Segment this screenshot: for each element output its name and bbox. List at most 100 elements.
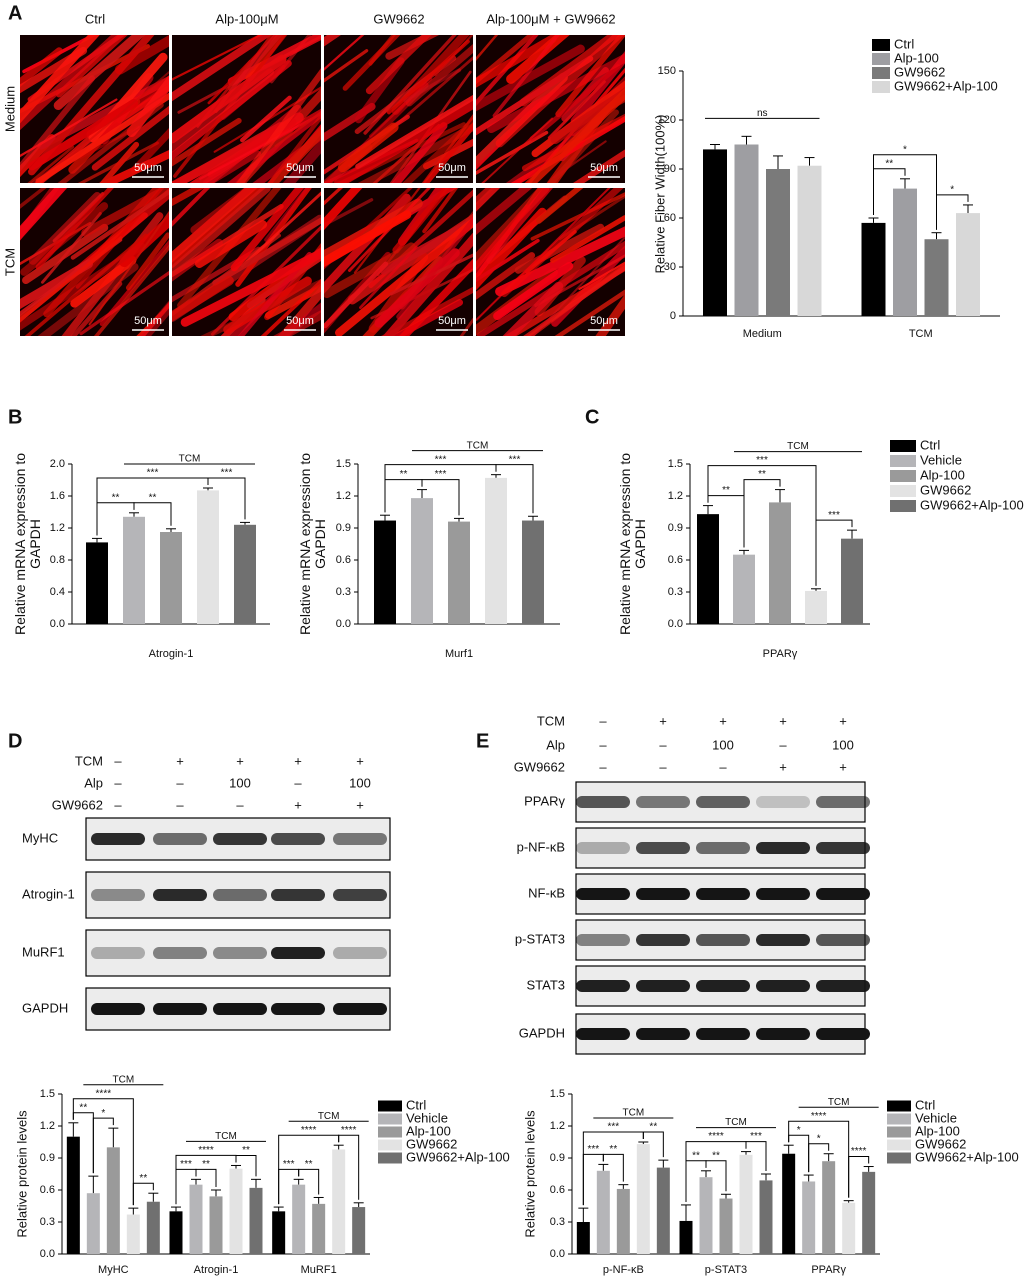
bar — [249, 1187, 263, 1254]
lane-sign: + — [294, 753, 302, 768]
significance-label: *** — [509, 454, 521, 465]
legend-swatch — [887, 1100, 911, 1112]
band-label: p-STAT3 — [515, 931, 565, 946]
fiber — [476, 188, 495, 205]
bar — [197, 490, 219, 624]
lane-sign: + — [236, 753, 244, 768]
band — [576, 980, 630, 992]
bar — [234, 524, 256, 624]
y-tick-label: 0.6 — [40, 1184, 55, 1196]
significance-label: *** — [147, 468, 159, 479]
fiber — [75, 188, 165, 289]
significance-label: * — [797, 1125, 801, 1136]
significance-label: ** — [149, 492, 157, 503]
significance-bracket — [235, 1154, 257, 1177]
lane-sign: + — [779, 759, 787, 774]
fiber — [20, 188, 68, 241]
fiber — [273, 309, 321, 336]
y-tick-label: 1.2 — [50, 522, 65, 534]
significance-label: ** — [79, 1102, 87, 1113]
significance-label: *** — [756, 455, 768, 466]
fiber — [79, 270, 169, 336]
significance-label: *** — [750, 1131, 762, 1142]
fiber — [125, 232, 169, 291]
band-label: Atrogin-1 — [22, 886, 75, 901]
fiber — [212, 217, 321, 286]
bar — [656, 1167, 670, 1254]
x-tick-label: p-NF-κB — [603, 1264, 644, 1276]
band — [696, 934, 750, 946]
significance-bracket — [745, 1141, 767, 1171]
band — [271, 947, 325, 959]
fiber — [264, 188, 310, 242]
band — [576, 888, 630, 900]
band — [696, 980, 750, 992]
fiber — [172, 35, 272, 102]
legend-swatch — [872, 81, 890, 93]
fiber — [20, 242, 146, 331]
significance-label: TCM — [787, 441, 809, 452]
bar — [636, 1144, 650, 1254]
legend-swatch — [378, 1126, 402, 1138]
fiber — [246, 254, 321, 309]
bar — [332, 1149, 346, 1254]
y-tick-label: 0.0 — [50, 618, 65, 630]
legend-label: GW9662+Alp-100 — [920, 497, 1024, 512]
band — [91, 1003, 145, 1015]
fiber — [130, 127, 169, 174]
fiber — [531, 235, 625, 336]
y-tick-label: 0.9 — [550, 1152, 565, 1164]
column-label: Alp-100μM + GW9662 — [486, 11, 615, 26]
lane-sign: – — [176, 797, 184, 812]
legend-label: Vehicle — [920, 452, 962, 467]
y-tick-label: 1.2 — [336, 490, 351, 502]
bar — [86, 542, 108, 624]
bar — [292, 1184, 306, 1254]
fiber — [139, 301, 169, 336]
fiber — [324, 49, 369, 83]
bar — [759, 1180, 773, 1254]
significance-label: ** — [242, 1145, 250, 1156]
fibers — [476, 188, 625, 336]
scale-bar-label: 50μm — [134, 162, 162, 174]
lane-sign: 100 — [832, 737, 854, 752]
band — [816, 888, 870, 900]
significance-label: * — [950, 185, 954, 196]
significance-label: **** — [301, 1125, 317, 1136]
band — [636, 888, 690, 900]
significance-label: **** — [811, 1111, 827, 1122]
panel-label: E — [476, 730, 489, 752]
legend-label: GW9662+Alp-100 — [894, 78, 998, 93]
y-tick-label: 0.9 — [40, 1152, 55, 1164]
bar — [169, 1211, 183, 1254]
band — [271, 1003, 325, 1015]
y-tick-label: 0.6 — [668, 554, 683, 566]
significance-bracket — [743, 479, 781, 548]
fiber — [553, 140, 607, 179]
fiber — [99, 239, 169, 327]
y-tick-label: 0.0 — [40, 1248, 55, 1260]
band — [636, 842, 690, 854]
legend-swatch — [378, 1100, 402, 1112]
bar — [106, 1147, 120, 1254]
lane-sign: 100 — [349, 775, 371, 790]
bar — [861, 222, 886, 316]
fiber — [20, 259, 93, 310]
column-label: Ctrl — [85, 11, 105, 26]
significance-label: TCM — [318, 1111, 340, 1122]
y-tick-label: 0.0 — [668, 618, 683, 630]
fiber — [476, 35, 557, 88]
legend-label: GW9662+Alp-100 — [406, 1149, 510, 1164]
fiber — [240, 191, 321, 268]
bar — [699, 1177, 713, 1254]
bar — [189, 1184, 203, 1254]
legend-label: Alp-100 — [406, 1123, 451, 1138]
fiber — [27, 145, 75, 183]
significance-label: ns — [757, 108, 768, 119]
bar — [596, 1170, 610, 1254]
blot-frame — [85, 929, 391, 977]
bar — [485, 477, 507, 624]
y-axis-label: Relative mRNA expression to GAPDH — [297, 452, 328, 636]
bar — [229, 1168, 243, 1254]
fiber — [382, 232, 473, 336]
